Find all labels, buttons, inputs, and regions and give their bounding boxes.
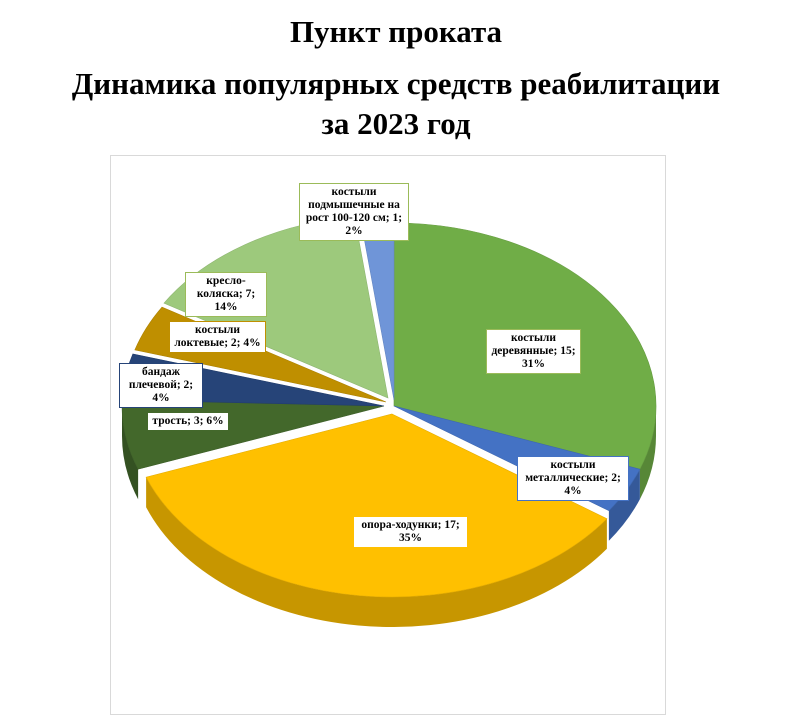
pie-side-0 bbox=[639, 406, 656, 500]
data-label-trost: трость; 3; 6% bbox=[147, 412, 229, 431]
chart-title-line-1: Пункт проката bbox=[289, 14, 503, 49]
pie-side-3 bbox=[122, 406, 139, 500]
pie-side-walls bbox=[122, 406, 656, 627]
chart-title-line-3: за 2023 год bbox=[321, 106, 471, 141]
data-label-kostyli-loktevye: костыли локтевые; 2; 4% bbox=[169, 321, 266, 353]
data-label-kostyli-derevyannye: костыли деревянные; 15; 31% bbox=[486, 329, 581, 374]
pie-slice-2 bbox=[145, 413, 608, 598]
plot-area: костыли деревянные; 15; 31% костыли мета… bbox=[110, 155, 666, 715]
pie-side-1 bbox=[608, 469, 640, 541]
data-label-kostyli-podmyshechnye: костыли подмышечные на рост 100-120 см; … bbox=[299, 183, 409, 241]
data-label-opora-khodunki: опора-ходунки; 17; 35% bbox=[353, 516, 468, 548]
data-label-kreslo-kolyaska: кресло-коляска; 7; 14% bbox=[185, 272, 267, 317]
pie-side-2 bbox=[146, 477, 607, 627]
data-label-kostyli-metallicheskie: костыли металлические; 2; 4% bbox=[517, 456, 629, 501]
chart-title-line-2: Динамика популярных средств реабилитации bbox=[71, 66, 721, 101]
data-label-bandazh-plechevoy: бандаж плечевой; 2; 4% bbox=[119, 363, 203, 408]
